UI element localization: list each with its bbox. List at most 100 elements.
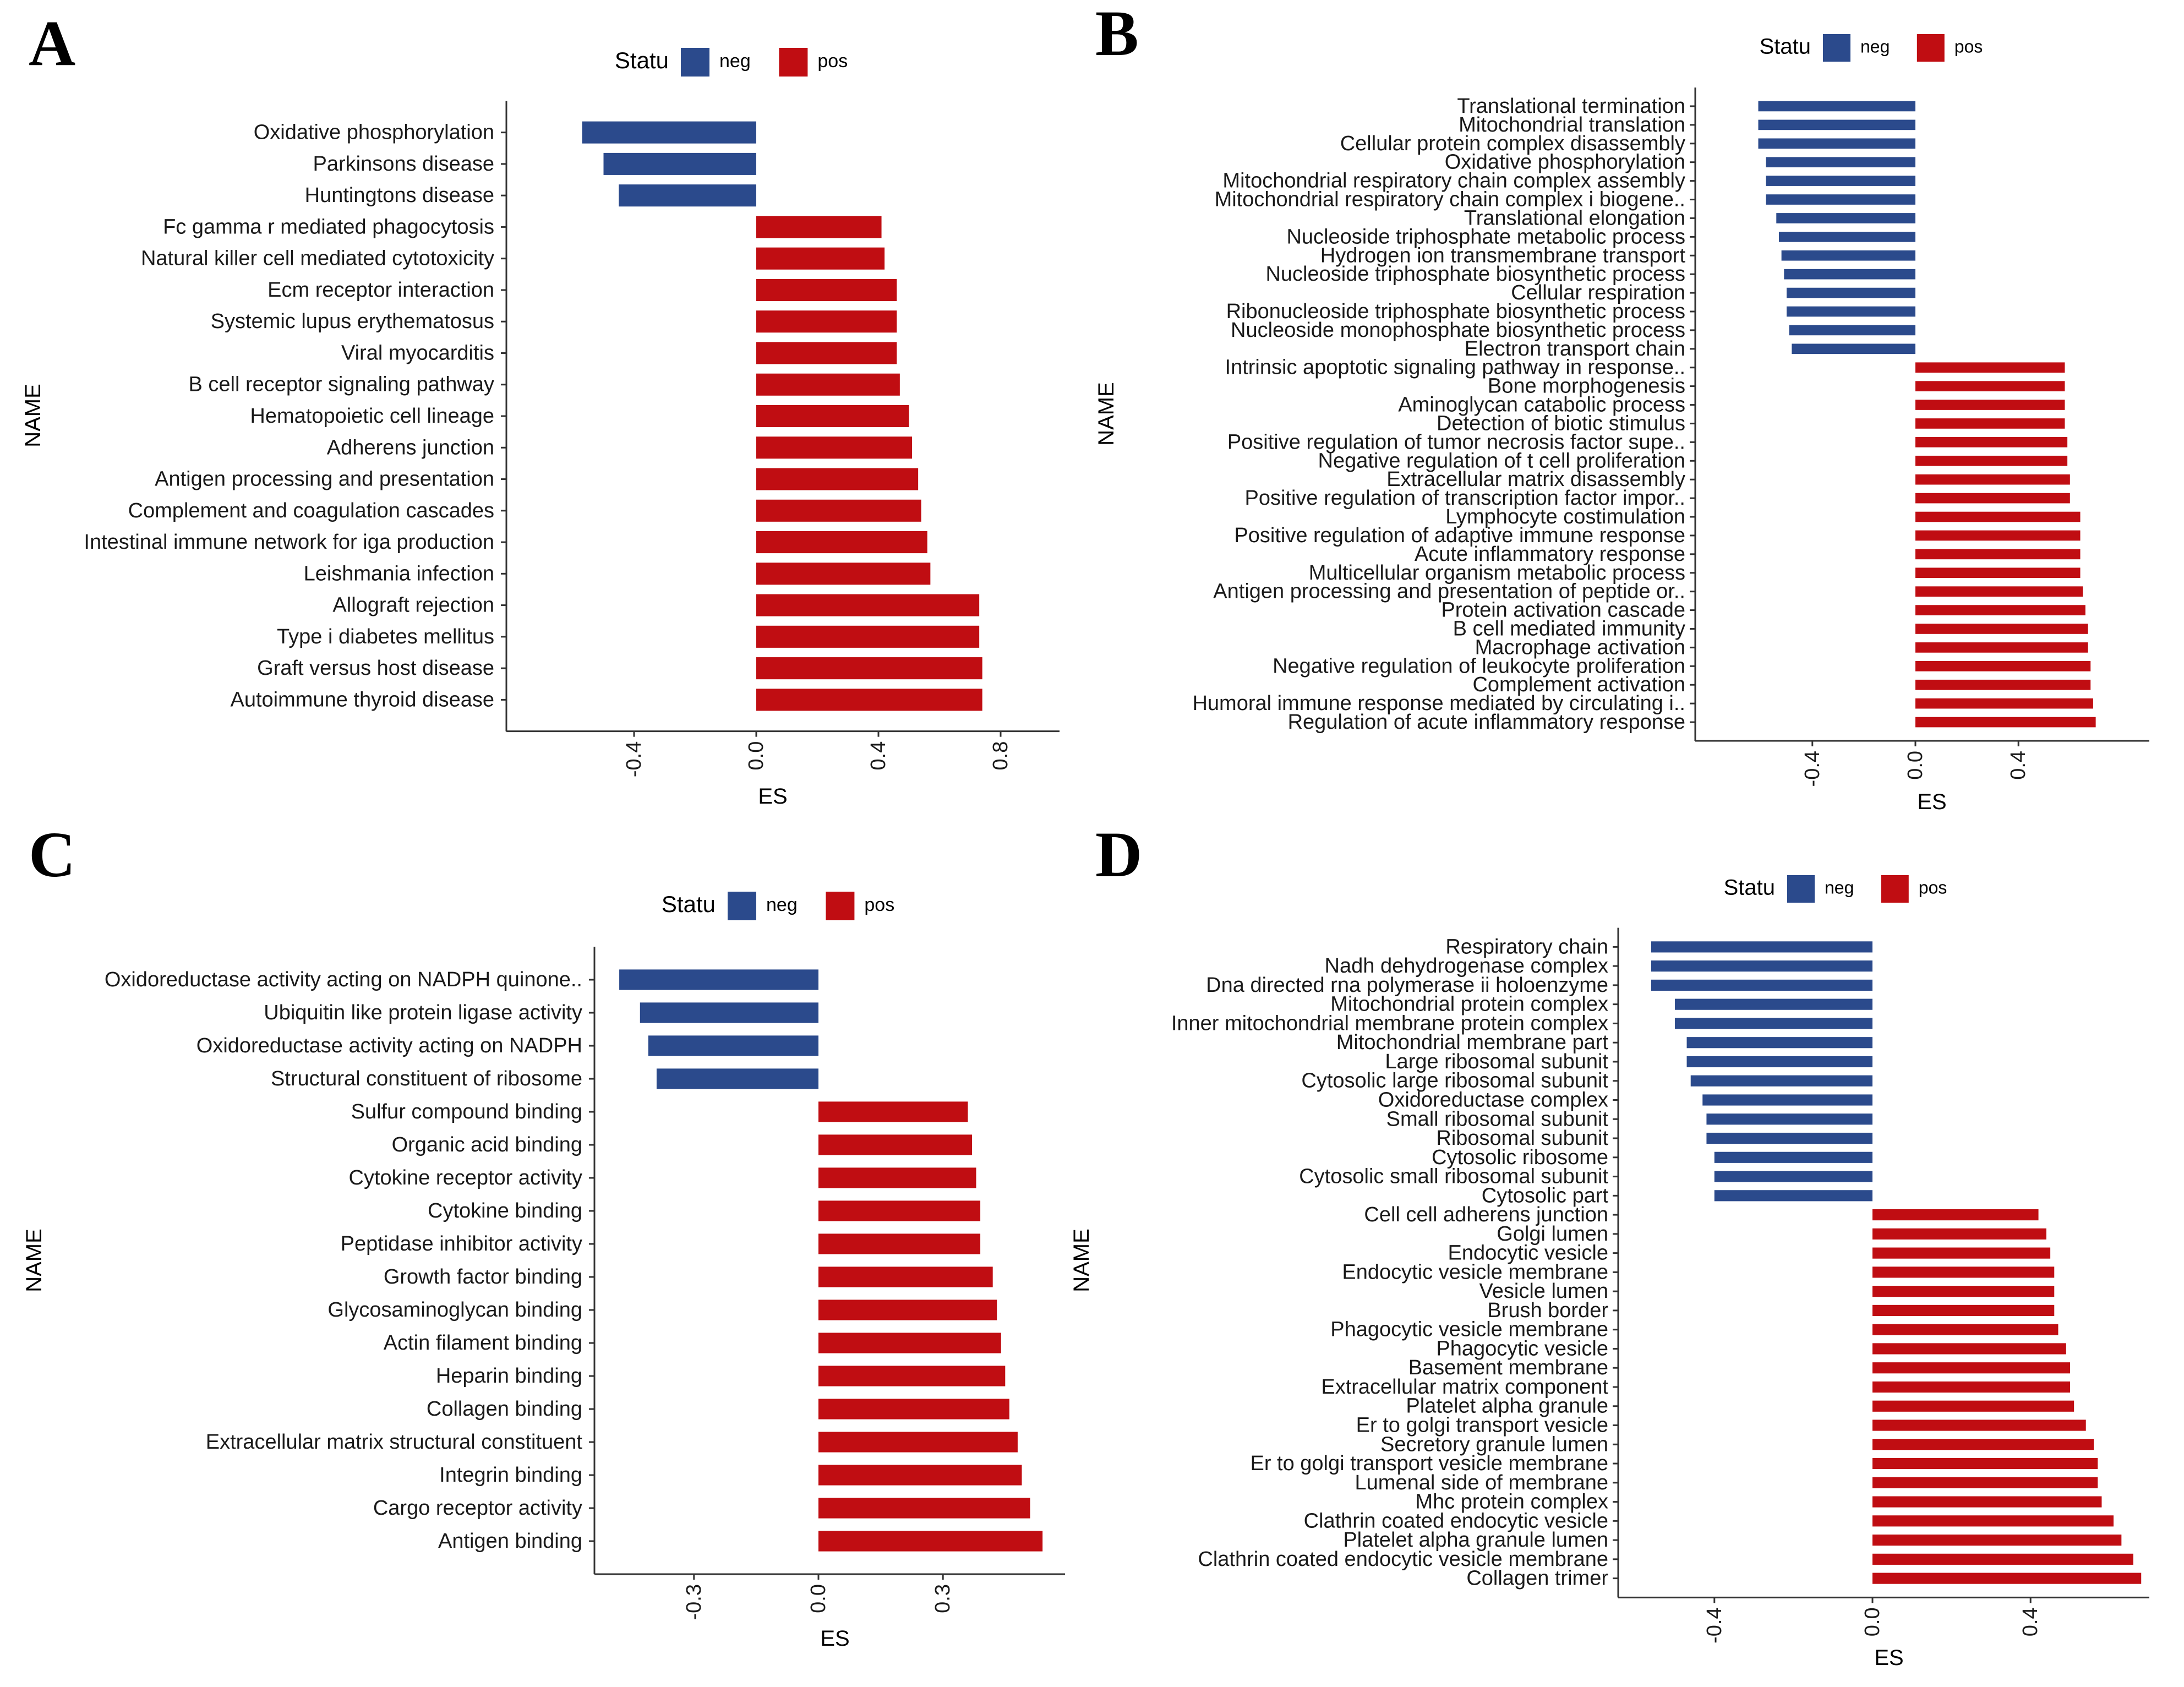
bar-34 bbox=[1915, 717, 2096, 728]
bar-27 bbox=[1872, 1439, 2094, 1450]
bar-30 bbox=[1915, 642, 2088, 653]
panel-letter: A bbox=[29, 7, 75, 79]
y-axis-title: NAME bbox=[1069, 1229, 1094, 1292]
category-label: Type i diabetes mellitus bbox=[277, 625, 494, 648]
x-ticks: -0.4 0.0 0.4 bbox=[1801, 740, 2030, 787]
bar-20 bbox=[1915, 455, 2068, 466]
category-label: Leishmania infection bbox=[304, 562, 494, 585]
category-label: Positive regulation of transcription fac… bbox=[1245, 487, 1686, 510]
legend-title: Statu bbox=[1724, 876, 1775, 900]
bar-2 bbox=[1651, 960, 1872, 972]
category-label: Positive regulation of adaptive immune r… bbox=[1234, 524, 1685, 547]
bar-14 bbox=[1714, 1190, 1872, 1202]
bars: Oxidative phosphorylation Parkinsons dise… bbox=[84, 121, 982, 711]
category-label: Integrin binding bbox=[439, 1464, 582, 1487]
bar-3 bbox=[648, 1035, 818, 1056]
category-label: B cell receptor signaling pathway bbox=[188, 373, 494, 396]
category-label: Oxidoreductase activity acting on NADPH … bbox=[105, 968, 582, 991]
category-label: Glycosaminoglycan binding bbox=[327, 1298, 582, 1322]
category-label: Cytosolic ribosome bbox=[1432, 1146, 1608, 1169]
legend-label-neg: neg bbox=[719, 51, 751, 72]
category-label: Systemic lupus erythematosus bbox=[211, 310, 494, 333]
category-label: Er to golgi transport vesicle bbox=[1356, 1414, 1608, 1437]
bar-17 bbox=[756, 625, 980, 648]
category-label: Mitochondrial translation bbox=[1459, 113, 1685, 137]
bar-10 bbox=[818, 1266, 993, 1287]
bar-9 bbox=[756, 373, 900, 396]
category-label: Negative regulation of leukocyte prolife… bbox=[1273, 654, 1685, 678]
category-label: Cytosolic small ribosomal subunit bbox=[1299, 1165, 1608, 1188]
category-label: Nucleoside triphosphate biosynthetic pro… bbox=[1265, 263, 1685, 286]
legend: Statu neg pos bbox=[662, 891, 894, 920]
legend-swatch-neg bbox=[681, 48, 709, 77]
bar-23 bbox=[1872, 1362, 2070, 1374]
bar-17 bbox=[1915, 400, 2065, 410]
bar-14 bbox=[818, 1399, 1009, 1420]
category-label: Lumenal side of membrane bbox=[1355, 1471, 1608, 1494]
bar-3 bbox=[1651, 979, 1872, 991]
category-label: Mitochondrial respiratory chain complex … bbox=[1222, 170, 1685, 193]
category-label: Electron transport chain bbox=[1465, 337, 1685, 361]
bar-12 bbox=[756, 468, 919, 490]
category-label: Small ribosomal subunit bbox=[1386, 1107, 1609, 1131]
category-label: Mhc protein complex bbox=[1415, 1491, 1608, 1514]
bar-22 bbox=[1872, 1343, 2066, 1355]
category-label: Cellular respiration bbox=[1511, 281, 1685, 304]
category-label: Platelet alpha granule lumen bbox=[1343, 1528, 1608, 1552]
bar-17 bbox=[1872, 1247, 2051, 1259]
bar-6 bbox=[1766, 194, 1915, 205]
category-label: Hydrogen ion transmembrane transport bbox=[1320, 244, 1686, 267]
bar-19 bbox=[1872, 1286, 2055, 1297]
x-axis-title: ES bbox=[1917, 790, 1946, 814]
x-axis-title: ES bbox=[1874, 1646, 1903, 1670]
legend-swatch-neg bbox=[1787, 875, 1815, 903]
bar-20 bbox=[1872, 1304, 2055, 1316]
bar-21 bbox=[1915, 474, 2070, 485]
bar-15 bbox=[818, 1432, 1018, 1453]
bar-3 bbox=[1758, 138, 1915, 149]
category-label: Parkinsons disease bbox=[313, 152, 494, 176]
bar-31 bbox=[1872, 1515, 2114, 1527]
x-tick-label: 0.0 bbox=[807, 1584, 830, 1613]
category-label: Complement and coagulation cascades bbox=[128, 499, 494, 522]
legend-swatch-neg bbox=[1823, 34, 1850, 62]
bar-4 bbox=[1675, 998, 1872, 1010]
category-label: Negative regulation of t cell proliferat… bbox=[1318, 449, 1686, 472]
bars: Oxidoreductase activity acting on NADPH … bbox=[105, 968, 1043, 1553]
bar-5 bbox=[1766, 176, 1915, 186]
category-label: Inner mitochondrial membrane protein com… bbox=[1171, 1012, 1608, 1035]
legend-label-neg: neg bbox=[766, 894, 798, 915]
bar-26 bbox=[1915, 567, 2081, 578]
category-label: B cell mediated immunity bbox=[1453, 617, 1685, 640]
category-label: Endocytic vesicle bbox=[1448, 1242, 1608, 1265]
category-label: Nucleoside triphosphate metabolic proces… bbox=[1286, 225, 1685, 248]
bar-24 bbox=[1872, 1381, 2070, 1393]
bar-21 bbox=[1872, 1324, 2059, 1335]
bar-11 bbox=[1706, 1132, 1872, 1144]
x-tick-label: 0.4 bbox=[867, 741, 890, 771]
category-label: Growth factor binding bbox=[384, 1265, 582, 1289]
x-tick-label: -0.4 bbox=[623, 741, 646, 777]
bar-23 bbox=[1915, 511, 2081, 522]
bar-28 bbox=[1915, 605, 2085, 615]
bar-9 bbox=[818, 1233, 981, 1254]
category-label: Ubiquitin like protein ligase activity bbox=[264, 1001, 582, 1024]
category-label: Fc gamma r mediated phagocytosis bbox=[163, 215, 494, 238]
bar-14 bbox=[756, 531, 927, 554]
category-label: Dna directed rna polymerase ii holoenzym… bbox=[1206, 974, 1608, 997]
panel-c: C Statu neg pos Oxidoreductase activity acti… bbox=[22, 818, 1065, 1651]
category-label: Nucleoside monophosphate biosynthetic pr… bbox=[1231, 319, 1685, 342]
panel-a: A Statu neg pos Oxidative phosphorylation Par… bbox=[21, 7, 1060, 809]
category-label: Antigen binding bbox=[438, 1530, 582, 1553]
category-label: Extracellular matrix structural constitu… bbox=[206, 1431, 583, 1454]
bar-4 bbox=[756, 216, 882, 238]
x-tick-label: -0.4 bbox=[1703, 1607, 1726, 1643]
bar-22 bbox=[1915, 493, 2070, 504]
x-tick-label: -0.4 bbox=[1801, 751, 1824, 787]
category-label: Complement activation bbox=[1472, 673, 1685, 696]
x-ticks: -0.3 0.0 0.3 bbox=[682, 1574, 954, 1620]
bar-18 bbox=[1872, 1266, 2055, 1278]
bar-30 bbox=[1872, 1496, 2102, 1508]
bar-31 bbox=[1915, 660, 2091, 671]
bar-12 bbox=[1714, 1151, 1872, 1163]
